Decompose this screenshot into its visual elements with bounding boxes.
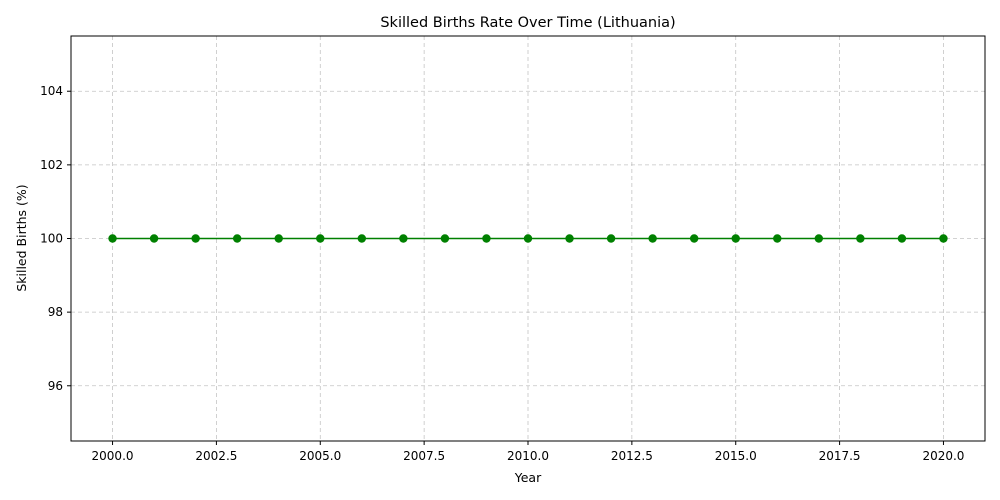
data-point [939,234,948,243]
x-tick-label: 2020.0 [922,449,964,463]
data-point [606,234,616,243]
x-tick-label: 2005.0 [299,449,341,463]
y-tick-label: 100 [40,232,63,246]
data-point [689,234,699,243]
data-point [482,234,491,243]
y-tick-label: 102 [40,158,63,172]
x-tick-label: 2007.5 [403,449,445,463]
x-axis-label: Year [514,470,542,485]
data-point [773,234,782,243]
y-tick-label: 96 [48,379,63,393]
x-tick-label: 2015.0 [715,449,757,463]
data-point [316,234,325,243]
x-tick-label: 2000.0 [92,449,134,463]
data-point [731,234,740,243]
x-tick-label: 2012.5 [611,449,653,463]
data-point [399,234,408,243]
data-point [814,234,824,243]
x-tick-label: 2017.5 [819,449,861,463]
data-point [897,234,907,243]
data-point [232,234,242,243]
data-point [357,234,367,243]
data-point [648,234,657,243]
plot-frame [70,35,986,442]
x-tick-label: 2010.0 [507,449,549,463]
data-point [274,234,283,243]
tick-layer: 2000.0 2002.5 2005.0 2007.5 2010.0 2012.5 2015… [40,84,964,463]
chart-title: Skilled Births Rate Over Time (Lithuania… [380,15,675,31]
data-point [108,234,117,243]
data-point [856,234,865,243]
y-tick-label: 98 [48,305,63,319]
x-tick-label: 2002.5 [195,449,237,463]
data-point [149,234,159,243]
y-axis-label: Skilled Births (%) [14,184,29,291]
series-layer [108,234,948,243]
data-point [191,234,200,243]
data-point [440,234,450,243]
y-tick-label: 104 [40,84,63,98]
data-point [523,234,533,243]
data-point [565,234,574,243]
